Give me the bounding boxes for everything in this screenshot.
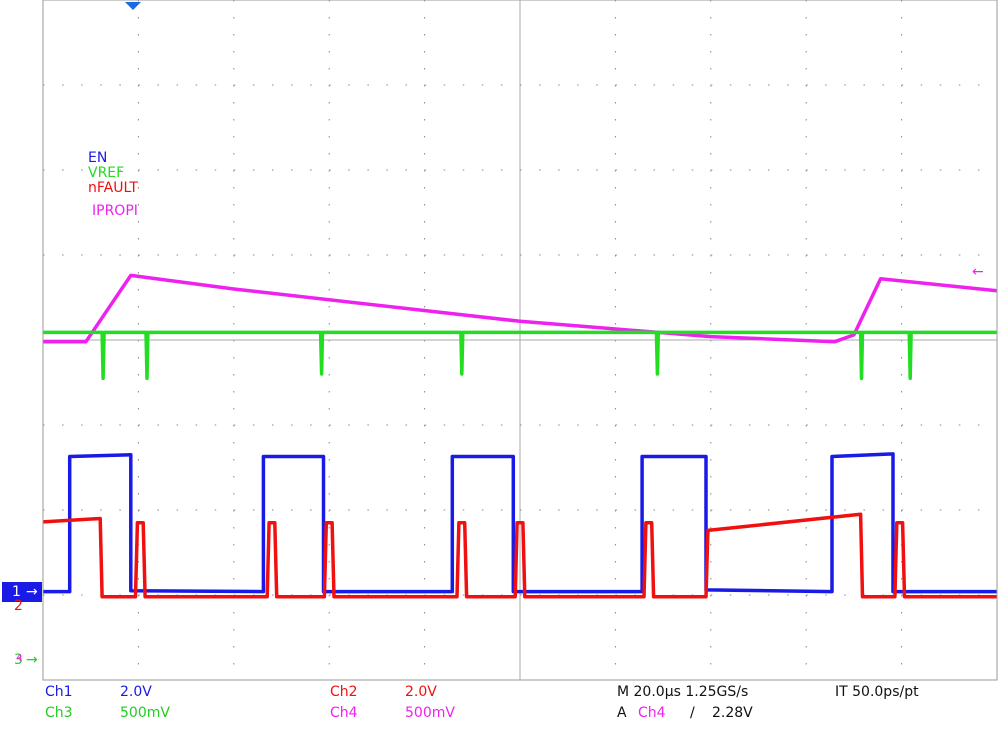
legend-entry: EN <box>88 150 107 166</box>
trigger-position <box>125 2 141 10</box>
waveform <box>43 330 997 381</box>
trigger-level-arrow: ← <box>972 264 984 280</box>
interpolation: IT 50.0ps/pt <box>835 684 919 700</box>
ch2-marker: 2 <box>14 598 23 614</box>
legend-entry: VREF <box>88 165 124 181</box>
ch4-marker: 4 <box>16 653 22 664</box>
ch1-arrow: → <box>26 584 38 600</box>
trigger-mode: A <box>617 705 627 721</box>
ch1-marker: 1 <box>12 584 21 600</box>
trigger-slope: / <box>690 705 695 721</box>
ch2-scale: 2.0V <box>405 684 437 700</box>
waveform <box>43 273 998 344</box>
ch3-arrow: → <box>26 652 38 668</box>
legend-entry: nFAULT <box>88 180 138 196</box>
ch1-marker-box <box>2 582 42 602</box>
ch4-scale: 500mV <box>405 705 455 721</box>
waveform <box>43 452 997 594</box>
timebase: M 20.0µs 1.25GS/s <box>617 684 748 700</box>
ch1-scale: 2.0V <box>120 684 152 700</box>
trigger-source: Ch4 <box>638 705 666 721</box>
trigger-level: 2.28V <box>712 705 753 721</box>
ch3-label: Ch3 <box>45 705 73 721</box>
plot-frame <box>42 0 998 681</box>
ch3-scale: 500mV <box>120 705 170 721</box>
ch3-marker: 3 <box>14 652 23 668</box>
traces <box>42 273 998 599</box>
legend-entry: IPROPI <box>92 203 138 219</box>
ch1-label: Ch1 <box>45 684 73 700</box>
waveform <box>42 512 997 599</box>
ch2-label: Ch2 <box>330 684 358 700</box>
ch4-label: Ch4 <box>330 705 358 721</box>
